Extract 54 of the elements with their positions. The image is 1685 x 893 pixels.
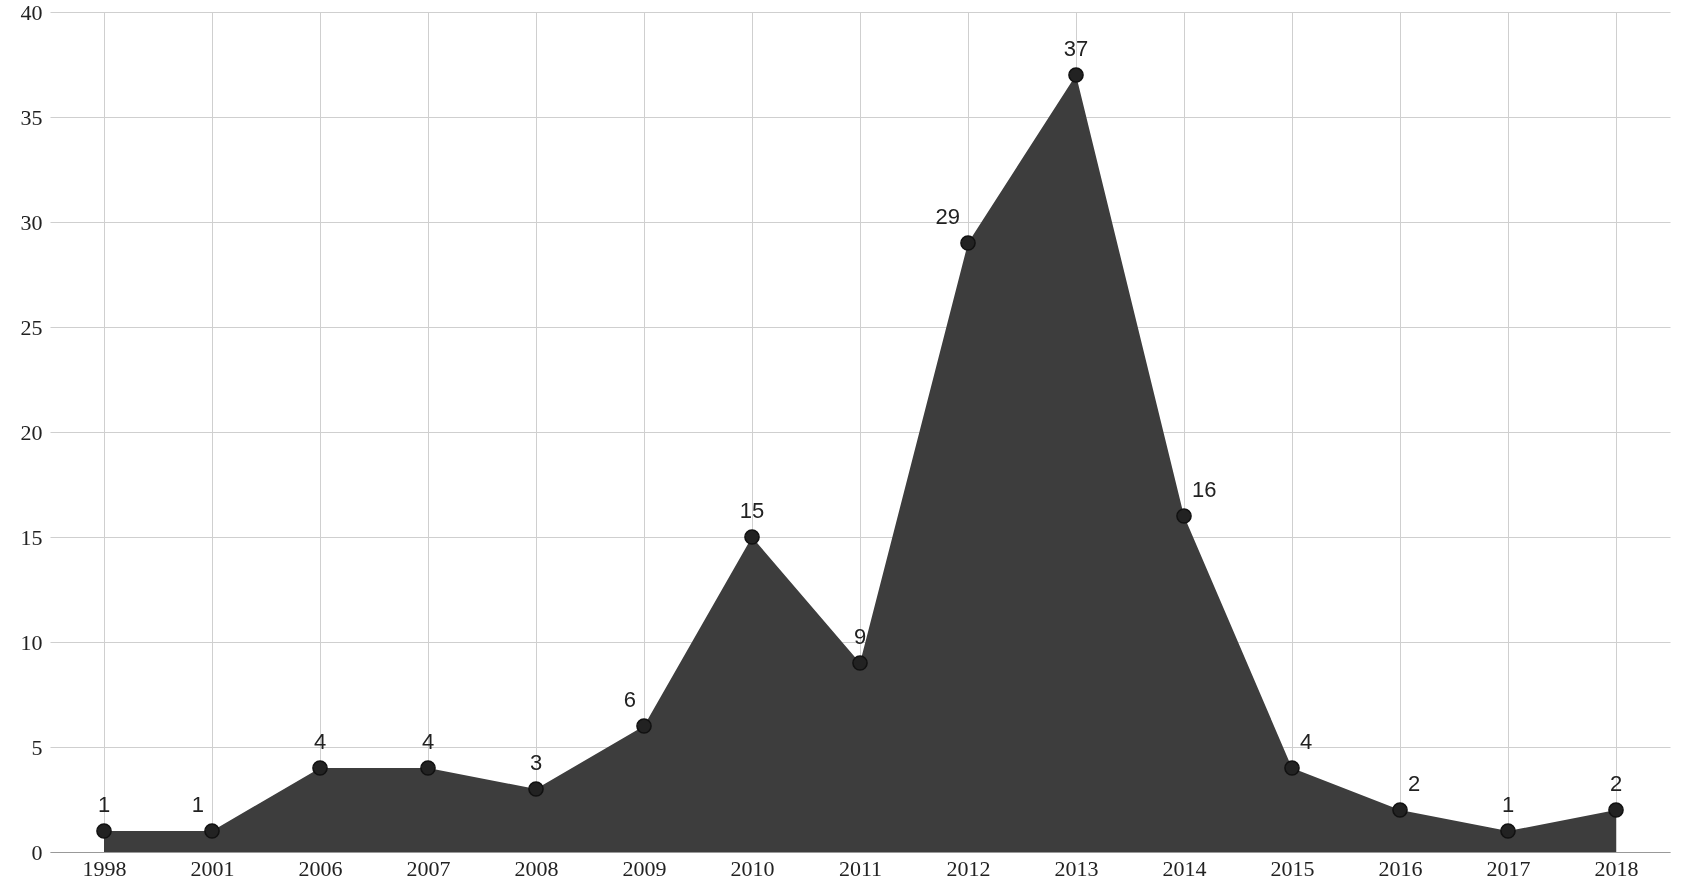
point	[528, 781, 544, 797]
point	[1392, 802, 1408, 818]
x-tick-label: 2015	[1270, 855, 1315, 881]
point	[1068, 67, 1084, 83]
y-tick-label: 30	[20, 209, 43, 235]
point	[420, 760, 436, 776]
data-label: 2	[1609, 771, 1623, 796]
x-tick-label: 2001	[190, 855, 235, 881]
point	[744, 529, 760, 545]
x-tick-label: 2009	[622, 855, 667, 881]
y-tick-label: 15	[20, 524, 43, 550]
data-label: 6	[623, 687, 636, 712]
point	[1284, 760, 1300, 776]
x-tick-label: 2010	[730, 855, 775, 881]
x-tick-label: 2011	[838, 855, 883, 881]
point	[204, 823, 220, 839]
data-label: 3	[529, 750, 543, 775]
x-tick-label: 2016	[1378, 855, 1423, 881]
y-tick-label: 5	[31, 734, 43, 760]
data-label: 16	[1192, 477, 1217, 502]
point	[1500, 823, 1516, 839]
y-tick-label: 20	[20, 419, 43, 445]
x-tick-label: 2018	[1594, 855, 1639, 881]
data-label: 4	[1300, 729, 1313, 754]
point	[96, 823, 112, 839]
point	[312, 760, 328, 776]
data-label: 37	[1063, 36, 1089, 61]
x-tick-label: 1998	[82, 855, 127, 881]
data-label: 4	[421, 729, 435, 754]
y-tick-label: 40	[20, 0, 43, 25]
point	[1176, 508, 1192, 524]
point	[852, 655, 868, 671]
y-tick-label: 10	[20, 629, 43, 655]
x-tick-label: 2013	[1054, 855, 1099, 881]
point	[636, 718, 652, 734]
data-label: 9	[853, 624, 867, 649]
y-tick-label: 0	[31, 839, 43, 865]
data-label: 2	[1408, 771, 1421, 796]
data-label: 29	[935, 204, 960, 229]
x-tick-label: 2008	[514, 855, 559, 881]
data-label: 4	[313, 729, 327, 754]
x-tick-label: 2006	[298, 855, 343, 881]
data-label: 1	[97, 792, 111, 817]
x-tick-label: 2007	[406, 855, 451, 881]
data-label: 1	[191, 792, 204, 817]
x-tick-label: 2012	[946, 855, 991, 881]
point	[960, 235, 976, 251]
point	[1608, 802, 1624, 818]
y-tick-label: 35	[20, 104, 43, 130]
data-label: 15	[739, 498, 765, 523]
x-tick-label: 2014	[1162, 855, 1207, 881]
data-label: 1	[1501, 792, 1515, 817]
x-tick-label: 2017	[1486, 855, 1531, 881]
y-tick-label: 25	[20, 314, 43, 340]
